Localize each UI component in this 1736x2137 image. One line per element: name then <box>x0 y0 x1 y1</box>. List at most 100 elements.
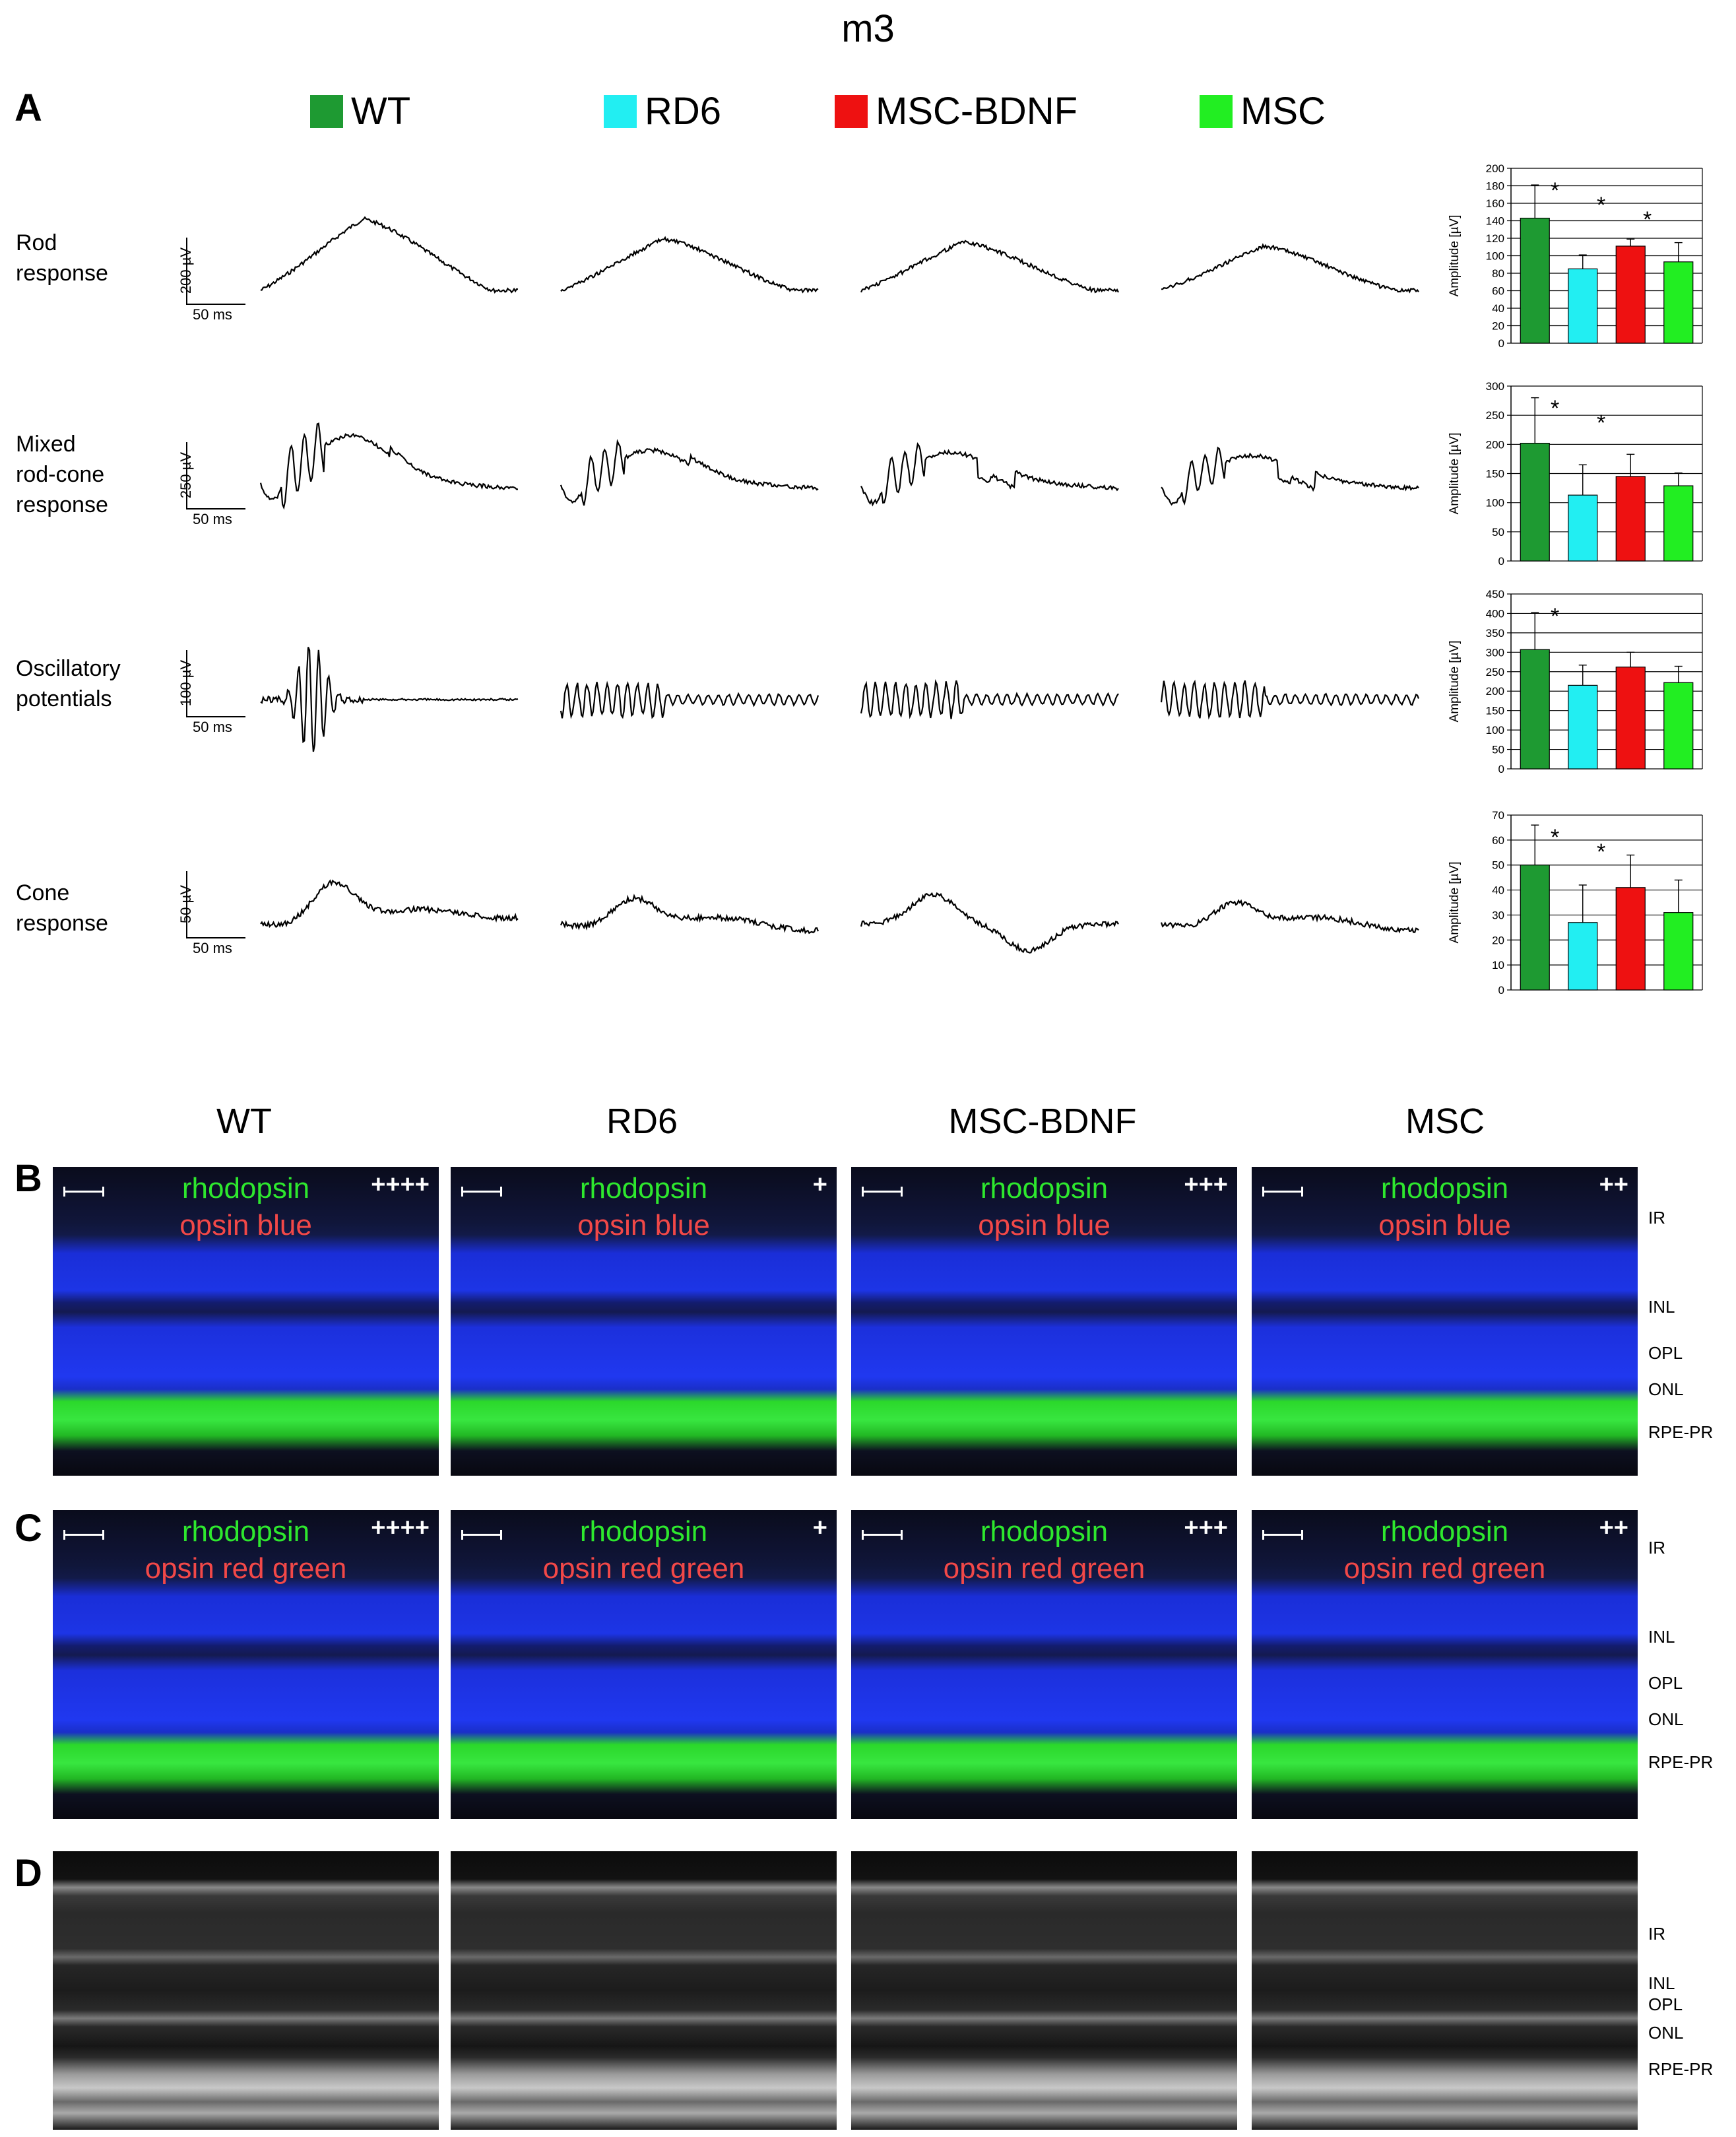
expression-score: +++ <box>1184 1171 1228 1199</box>
bar-rd6 <box>1568 268 1598 344</box>
column-header-rd6: RD6 <box>606 1101 678 1141</box>
micrograph-b-msc: rhodopsin opsin blue ++ <box>1252 1167 1638 1476</box>
row-label-line: rod-cone <box>16 462 105 487</box>
stain-label-rhodopsin: rhodopsin <box>181 1172 310 1204</box>
bar-wt <box>1520 442 1550 562</box>
scale-bar-horizontal <box>186 937 245 938</box>
y-tick-label: 60 <box>1492 285 1504 298</box>
y-axis-label: Amplitude [µV] <box>1448 862 1462 944</box>
column-header-msc: MSC <box>1405 1101 1485 1141</box>
y-tick-label: 50 <box>1492 859 1504 872</box>
scale-bar-micro <box>862 1187 903 1197</box>
stain-label-opsin: opsin blue <box>978 1209 1110 1241</box>
scale-bar-vertical <box>186 650 187 716</box>
erg-traces <box>259 216 1420 954</box>
y-tick-label: 60 <box>1492 834 1504 847</box>
scale-bar: 250 µV 50 ms <box>177 442 245 528</box>
erg-row-label-mixed: Mixed rod-cone response <box>16 429 108 520</box>
layer-label-onl: ONL <box>1648 2023 1684 2043</box>
scale-bar-micro <box>862 1530 903 1540</box>
legend-swatch-msc-bdnf <box>835 94 868 128</box>
y-axis-label: Amplitude [µV] <box>1448 215 1462 297</box>
y-tick-label: 200 <box>1486 438 1504 451</box>
scale-bar-horizontal <box>186 716 245 717</box>
erg-trace <box>560 894 820 935</box>
legend-msc-bdnf: MSC-BDNF <box>835 89 1077 133</box>
scale-bar: 50 µV 50 ms <box>177 871 245 957</box>
layer-label-opl: OPL <box>1648 1343 1683 1363</box>
y-tick-label: 200 <box>1486 685 1504 698</box>
erg-trace <box>259 422 519 510</box>
significance-star: * <box>1551 604 1559 629</box>
scale-bar-time: 50 ms <box>193 719 232 735</box>
y-tick-label: 450 <box>1486 588 1504 601</box>
stain-label-opsin: opsin red green <box>542 1552 745 1585</box>
row-label-line: response <box>16 911 108 936</box>
micrograph-b-rd6: rhodopsin opsin blue + <box>451 1167 837 1476</box>
panel-label-b: B <box>15 1157 42 1200</box>
y-tick-label: 20 <box>1492 320 1504 333</box>
stain-label-rhodopsin: rhodopsin <box>181 1515 310 1548</box>
y-tick-label: 100 <box>1486 250 1504 263</box>
y-tick-label: 200 <box>1486 162 1504 175</box>
significance-star: * <box>1597 839 1605 865</box>
bar-msc-bdnf <box>1615 476 1646 562</box>
stain-label-opsin: opsin red green <box>943 1552 1145 1585</box>
layer-label-onl: ONL <box>1648 1709 1684 1729</box>
y-tick-label: 100 <box>1486 724 1504 737</box>
erg-row-label-rod: Rod response <box>16 228 108 288</box>
scale-bar-horizontal <box>186 508 245 510</box>
row-label-line: Cone <box>16 880 70 905</box>
bar-rd6 <box>1568 494 1598 562</box>
stain-label-opsin: opsin blue <box>577 1209 710 1241</box>
y-tick-label: 0 <box>1498 984 1504 997</box>
row-label-line: Oscillatory <box>16 656 121 681</box>
legend-label-rd6: RD6 <box>645 90 722 133</box>
layer-label-onl: ONL <box>1648 1379 1684 1399</box>
bar-msc-bdnf <box>1615 667 1646 770</box>
oct-image-msc <box>1252 1851 1638 2130</box>
micrograph-b-msc-bdnf: rhodopsin opsin blue +++ <box>851 1167 1237 1476</box>
y-tick-label: 70 <box>1492 809 1504 822</box>
stain-label-rhodopsin: rhodopsin <box>1380 1172 1509 1204</box>
layer-label-rpe-pr: RPE-PR <box>1648 1422 1714 1442</box>
layer-label-ir: IR <box>1648 1538 1665 1558</box>
erg-trace <box>560 236 819 294</box>
erg-trace <box>260 647 519 752</box>
expression-score: ++++ <box>371 1514 430 1542</box>
y-tick-label: 50 <box>1492 526 1504 539</box>
scale-bar-vertical <box>186 871 187 937</box>
layer-label-ir: IR <box>1648 1924 1665 1944</box>
scale-bar-micro <box>1262 1530 1303 1540</box>
legend-label-msc: MSC <box>1240 90 1326 133</box>
column-header-msc-bdnf: MSC-BDNF <box>948 1101 1137 1141</box>
legend-rd6: RD6 <box>604 89 721 133</box>
oct-image-rd6 <box>451 1851 837 2130</box>
y-tick-label: 160 <box>1486 197 1504 210</box>
scale-bar-vertical <box>186 442 187 508</box>
significance-star: * <box>1597 193 1605 218</box>
bar-msc-bdnf <box>1615 246 1646 344</box>
scale-bar-micro <box>63 1530 104 1540</box>
row-label-line: potentials <box>16 686 112 711</box>
stain-label-rhodopsin: rhodopsin <box>980 1515 1109 1548</box>
y-tick-label: 50 <box>1492 744 1504 756</box>
stain-label-opsin: opsin blue <box>179 1209 312 1241</box>
scale-bar-time: 50 ms <box>193 940 232 956</box>
y-tick-label: 400 <box>1486 607 1504 620</box>
legend-label-wt: WT <box>351 90 411 133</box>
legend-label-msc-bdnf: MSC-BDNF <box>876 90 1078 133</box>
legend-swatch-rd6 <box>604 94 637 128</box>
row-label-line: response <box>16 261 108 286</box>
scale-bar-horizontal <box>186 304 245 305</box>
scale-bar-time: 50 ms <box>193 511 232 527</box>
micrograph-b-wt: rhodopsin opsin blue ++++ <box>53 1167 439 1476</box>
erg-trace <box>260 216 519 294</box>
scale-bar-micro <box>63 1187 104 1197</box>
bar-wt <box>1520 649 1550 770</box>
bar-msc <box>1663 261 1694 344</box>
bar-rd6 <box>1568 922 1598 991</box>
panel-label-d: D <box>15 1852 42 1895</box>
y-tick-label: 300 <box>1486 380 1504 393</box>
